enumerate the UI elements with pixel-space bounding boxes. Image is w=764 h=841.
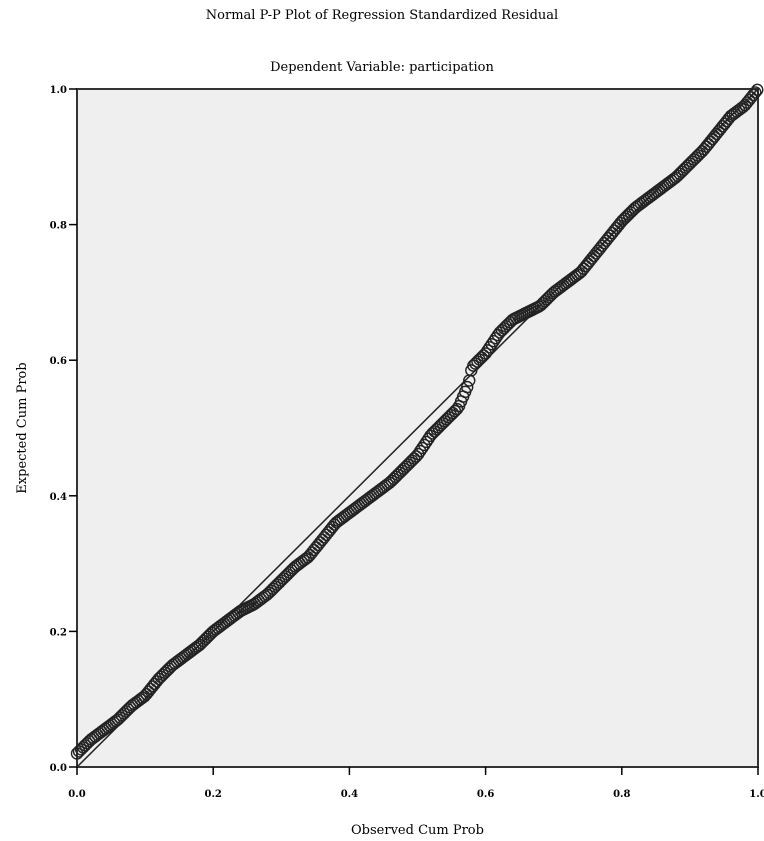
data-point: [418, 438, 431, 452]
x-tick-label: 1.0: [749, 789, 764, 800]
x-tick-label: 0.8: [613, 789, 630, 800]
data-point: [461, 380, 474, 394]
data-point: [475, 351, 488, 364]
data-point: [405, 454, 419, 467]
x-tick-label: 0.4: [341, 789, 358, 800]
data-point: [446, 406, 460, 420]
data-point: [420, 435, 433, 449]
data-point: [483, 341, 496, 354]
data-point: [573, 266, 586, 280]
y-tick-label: 0.6: [50, 356, 67, 367]
x-tick-label: 0.6: [477, 789, 494, 800]
y-axis-label: Expected Cum Prob: [15, 362, 30, 493]
data-points: [70, 83, 764, 760]
data-point: [411, 447, 425, 461]
data-point: [450, 402, 464, 416]
data-point: [414, 444, 427, 458]
data-point: [424, 429, 437, 442]
data-point: [614, 216, 627, 230]
data-point: [150, 675, 163, 688]
y-tick-label: 1.0: [50, 85, 67, 96]
chart-subtitle: Dependent Variable: participation: [270, 60, 494, 75]
x-axis-label: Observed Cum Prob: [351, 823, 484, 838]
x-tick-label: 0.2: [204, 789, 221, 800]
data-point: [485, 338, 498, 351]
data-point: [481, 344, 494, 357]
y-axis-ticks: 0.0 0.2 0.4 0.6 0.8 1.0: [50, 85, 77, 774]
y-tick-label: 0.8: [50, 221, 67, 232]
y-tick-label: 0.2: [50, 627, 67, 638]
chart-title: Normal P-P Plot of Regression Standardiz…: [205, 8, 559, 23]
y-tick-label: 0.0: [50, 763, 67, 774]
data-point: [479, 347, 492, 360]
data-point: [487, 335, 500, 348]
data-point: [693, 147, 707, 160]
data-point: [416, 441, 429, 455]
data-point: [749, 86, 762, 99]
x-tick-label: 0.0: [68, 789, 85, 800]
data-point: [751, 83, 764, 97]
data-point: [736, 100, 750, 114]
data-point: [407, 452, 421, 465]
x-axis-ticks: 0.0 0.2 0.4 0.6 0.8 1.0: [68, 767, 764, 800]
y-tick-label: 0.4: [50, 492, 67, 503]
